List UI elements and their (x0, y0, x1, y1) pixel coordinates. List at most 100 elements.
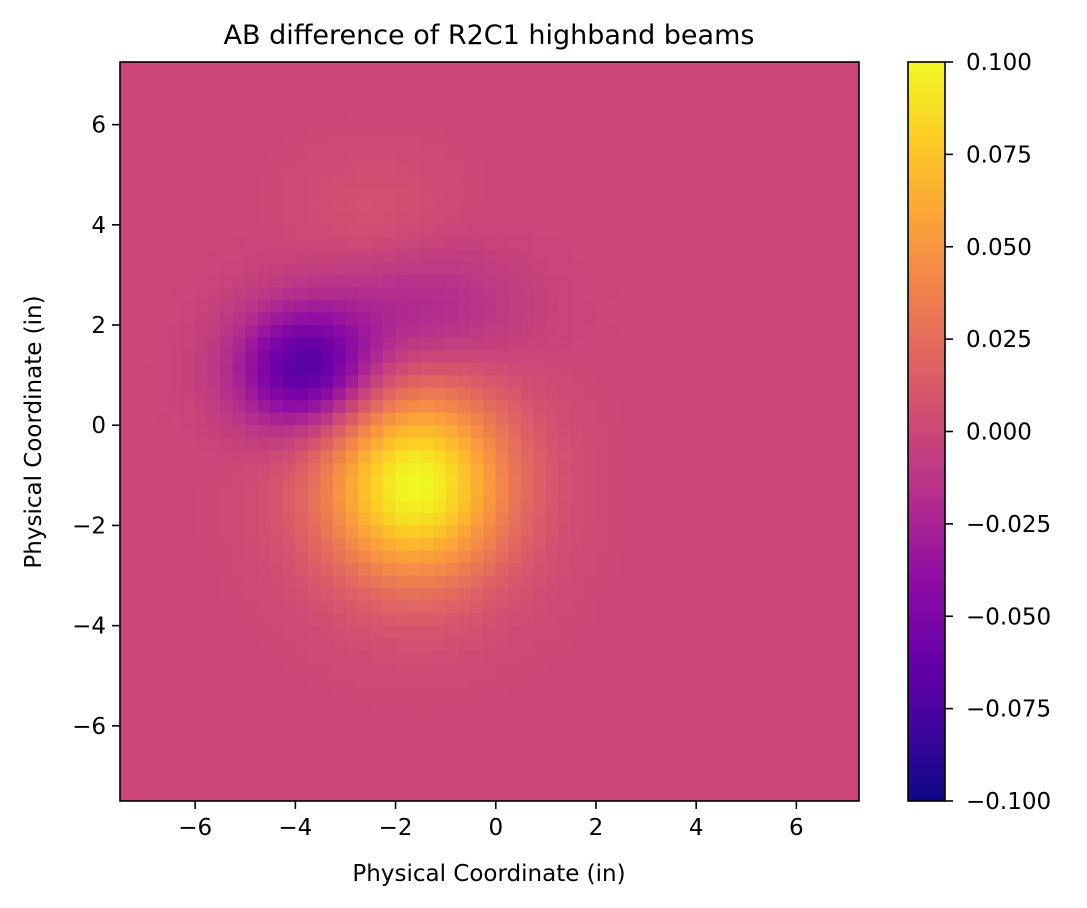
heatmap-cell (671, 362, 685, 376)
heatmap-cell (621, 537, 635, 552)
heatmap-cell (633, 575, 647, 589)
heatmap-cell (758, 487, 772, 501)
heatmap-cell (408, 775, 422, 790)
heatmap-cell (671, 788, 685, 801)
heatmap-cell (282, 663, 296, 677)
heatmap-cell (270, 625, 284, 639)
heatmap-cell (433, 124, 447, 138)
heatmap-cell (145, 287, 159, 301)
heatmap-cell (357, 613, 372, 627)
heatmap-cell (458, 487, 472, 501)
heatmap-cell (295, 362, 309, 376)
heatmap-cell (157, 249, 171, 264)
heatmap-cell (132, 450, 146, 464)
heatmap-cell (545, 638, 559, 652)
heatmap-cell (220, 525, 234, 539)
heatmap-cell (633, 525, 647, 539)
heatmap-cell (721, 362, 735, 376)
heatmap-cell (232, 450, 246, 464)
heatmap-cell (520, 638, 534, 652)
heatmap-cell (320, 162, 334, 176)
heatmap-cell (558, 550, 572, 564)
heatmap-cell (470, 137, 484, 151)
heatmap-cell (783, 362, 797, 376)
heatmap-cell (733, 675, 747, 689)
heatmap-cell (395, 187, 409, 201)
heatmap-cell (583, 638, 597, 652)
heatmap-cell (307, 437, 322, 451)
heatmap-cell (846, 74, 859, 88)
heatmap-cell (132, 588, 146, 602)
heatmap-cell (182, 788, 196, 801)
heatmap-cell (683, 763, 697, 777)
heatmap-cell (345, 112, 359, 126)
heatmap-cell (633, 312, 647, 326)
heatmap-cell (483, 412, 497, 426)
heatmap-cell (783, 763, 797, 777)
heatmap-cell (646, 487, 660, 501)
heatmap-cell (721, 613, 735, 627)
heatmap-cell (821, 462, 835, 476)
heatmap-cell (433, 475, 447, 489)
heatmap-cell (357, 162, 372, 176)
heatmap-cell (232, 87, 246, 101)
heatmap-cell (282, 675, 296, 689)
heatmap-cell (307, 287, 322, 301)
heatmap-cell (746, 387, 760, 401)
heatmap-cell (295, 725, 309, 739)
heatmap-cell (621, 274, 635, 289)
heatmap-cell (833, 600, 848, 614)
heatmap-cell (821, 613, 835, 627)
heatmap-cell (420, 99, 434, 113)
heatmap-cell (646, 613, 660, 627)
heatmap-cell (182, 663, 196, 677)
heatmap-cell (170, 763, 184, 777)
heatmap-cell (846, 149, 859, 163)
heatmap-cell (395, 237, 409, 251)
heatmap-cell (470, 287, 484, 301)
heatmap-cell (608, 274, 622, 289)
heatmap-cell (545, 550, 559, 564)
heatmap-cell (508, 588, 522, 602)
heatmap-cell (408, 650, 422, 664)
heatmap-cell (195, 162, 209, 176)
heatmap-cell (821, 137, 835, 151)
heatmap-cell (207, 537, 221, 552)
heatmap-cell (833, 199, 848, 213)
heatmap-cell (595, 462, 610, 476)
heatmap-cell (257, 237, 271, 251)
heatmap-cell (733, 575, 747, 589)
heatmap-cell (570, 713, 585, 727)
heatmap-cell (257, 475, 271, 489)
heatmap-cell (808, 512, 823, 527)
heatmap-cell (357, 763, 372, 777)
heatmap-cell (320, 187, 334, 201)
heatmap-cell (458, 663, 472, 677)
heatmap-cell (357, 287, 372, 301)
x-tick-label: 6 (789, 815, 804, 841)
heatmap-cell (733, 237, 747, 251)
heatmap-cell (483, 487, 497, 501)
heatmap-cell (633, 325, 647, 339)
heatmap-cell (433, 74, 447, 88)
heatmap-cell (683, 738, 697, 752)
heatmap-cell (295, 425, 309, 439)
heatmap-cell (458, 537, 472, 552)
heatmap-cell (395, 763, 409, 777)
heatmap-cell (758, 500, 772, 514)
heatmap-cell (783, 462, 797, 476)
heatmap-cell (796, 663, 810, 677)
heatmap-cell (721, 475, 735, 489)
heatmap-cell (533, 174, 547, 188)
heatmap-cell (558, 738, 572, 752)
heatmap-cell (796, 249, 810, 264)
heatmap-cell (583, 400, 597, 414)
heatmap-cell (420, 700, 434, 714)
heatmap-cell (796, 62, 810, 76)
heatmap-cell (583, 87, 597, 101)
heatmap-cell (683, 299, 697, 314)
heatmap-cell (420, 487, 434, 501)
y-tick-label: −2 (72, 513, 106, 539)
heatmap-cell (220, 162, 234, 176)
heatmap-cell (145, 325, 159, 339)
